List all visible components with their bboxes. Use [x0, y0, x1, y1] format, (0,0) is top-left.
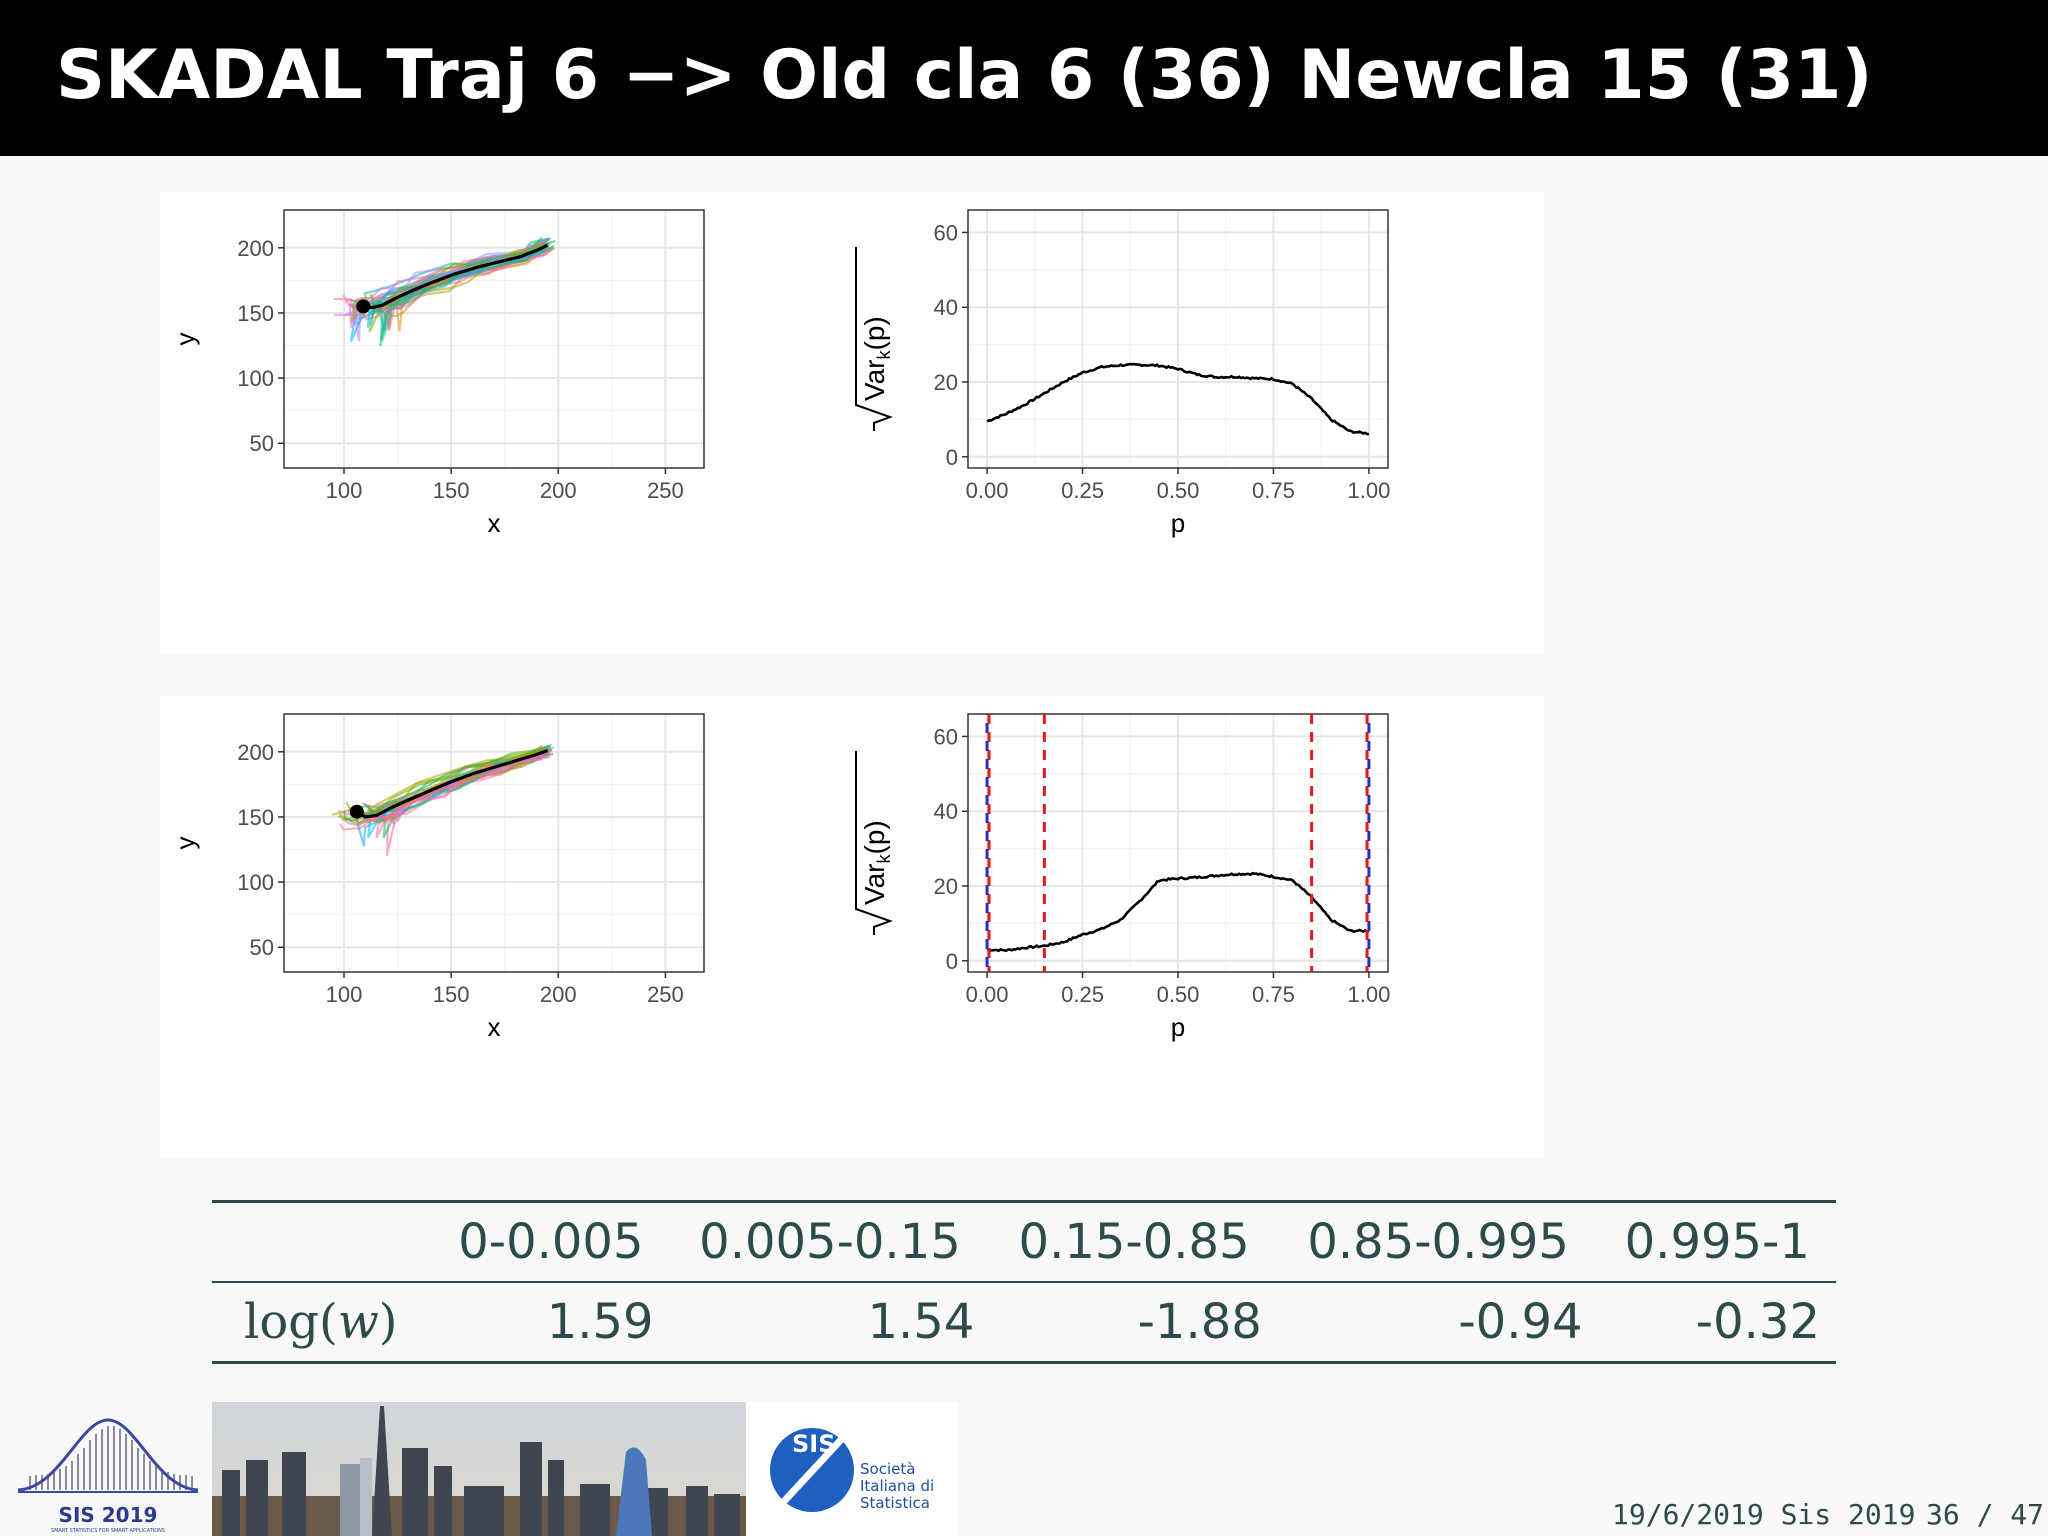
x-tick-label: 0.75: [1252, 982, 1295, 1007]
sis-logo: SIS Società Italiana di Statistica: [746, 1402, 958, 1536]
table-header-cell: [212, 1202, 432, 1283]
x-tick-label: 0.25: [1061, 478, 1104, 503]
x-tick-label: 1.00: [1347, 982, 1390, 1007]
y-axis-label-text: Vark(p): [859, 316, 894, 401]
table-cell: -1.88: [1137, 1294, 1262, 1350]
milan-skyline-photo: [212, 1402, 746, 1536]
title-bar: SKADAL Traj 6 −> Old cla 6 (36) Newcla 1…: [0, 0, 2048, 156]
variance-line: [986, 362, 1370, 436]
sis2019-logo: SIS 2019 SMART STATISTICS FOR SMART APPL…: [17, 1418, 199, 1534]
mean-trajectory-line: [356, 748, 549, 819]
x-axis-label: x: [488, 508, 501, 538]
table-cell: 1.54: [867, 1294, 975, 1350]
x-tick-label: 150: [433, 982, 470, 1007]
x-tick-label: 0.50: [1157, 982, 1200, 1007]
footer-logos: SIS 2019 SMART STATISTICS FOR SMART APPL…: [17, 1402, 958, 1536]
x-axis-label: p: [1171, 508, 1185, 538]
x-tick-label: 100: [326, 478, 363, 503]
x-axis-label: x: [488, 1012, 501, 1042]
start-point: [356, 299, 371, 314]
x-tick-label: 1.00: [1347, 478, 1390, 503]
sis-name-line: Statistica: [860, 1494, 930, 1512]
y-tick-label: 60: [934, 220, 958, 245]
table-cell: -0.32: [1695, 1294, 1820, 1350]
table-header-row: 0-0.005 0.005-0.15 0.15-0.85 0.85-0.995 …: [212, 1201, 1836, 1283]
mean-trajectory-line: [363, 243, 549, 310]
plot-border: [967, 713, 1389, 973]
plot-border: [283, 713, 705, 973]
y-tick-label: 50: [250, 935, 274, 960]
y-tick-label: 0: [946, 445, 958, 470]
trajectory-chart-bottom: 100 150 200 250 50 100 150 200 x y: [170, 713, 705, 1042]
trajectory-chart-top: 100 150 200 250 50 100 150 200 x y: [170, 209, 705, 538]
x-tick-label: 0.75: [1252, 478, 1295, 503]
x-tick-label: 0.50: [1157, 478, 1200, 503]
sis2019-tagline: SMART STATISTICS FOR SMART APPLICATIONS: [51, 1528, 165, 1534]
y-tick-label: 200: [237, 740, 274, 765]
y-tick-label: 50: [250, 431, 274, 456]
plot-panel-top: 100 150 200 250 50 100 150 200 x y 0.00 0.25 0.50 0.…: [160, 192, 1544, 654]
table-header-cell: 0.995-1: [1624, 1214, 1810, 1270]
variance-chart-bottom: 0.00 0.25 0.50 0.75 1.00 0 20 40 60 p Vark(p): [855, 713, 1390, 1042]
y-axis-label: y: [170, 837, 200, 850]
table-cell: 1.59: [546, 1294, 654, 1350]
start-point: [349, 804, 364, 819]
x-tick-label: 0.25: [1061, 982, 1104, 1007]
weights-table: 0-0.005 0.005-0.15 0.15-0.85 0.85-0.995 …: [212, 1200, 1836, 1364]
x-tick-label: 200: [540, 982, 577, 1007]
row-label-logw: log(w): [244, 1294, 398, 1350]
variance-line: [987, 871, 1369, 953]
plot-area: [284, 714, 704, 972]
y-tick-label: 40: [934, 799, 958, 824]
math-w: w: [337, 1294, 379, 1350]
table-header-cell: 0.85-0.995: [1307, 1214, 1569, 1270]
y-tick-label: 40: [934, 295, 958, 320]
sis-name-line: Italiana di: [860, 1477, 934, 1495]
x-tick-label: 250: [647, 478, 684, 503]
y-tick-label: 0: [946, 949, 958, 974]
table-header-cell: 0-0.005: [458, 1214, 644, 1270]
sis-logo-text: SIS: [792, 1430, 836, 1458]
x-axis-label: p: [1171, 1012, 1185, 1042]
trajectory-line: [337, 748, 553, 822]
page-number: 36 / 47: [1926, 1498, 2045, 1531]
y-tick-label: 150: [237, 301, 274, 326]
sis2019-logo-text: SIS 2019: [59, 1503, 158, 1527]
y-axis-label-text: Vark(p): [859, 820, 894, 905]
y-axis-label: Vark(p): [855, 247, 894, 431]
y-tick-label: 150: [237, 805, 274, 830]
y-tick-label: 200: [237, 236, 274, 261]
sqrt-icon: [855, 247, 893, 431]
slide-title: SKADAL Traj 6 −> Old cla 6 (36) Newcla 1…: [56, 36, 1873, 115]
plot-border: [283, 209, 705, 469]
y-tick-label: 60: [934, 724, 958, 749]
y-tick-label: 20: [934, 874, 958, 899]
sqrt-icon: [855, 751, 893, 935]
y-tick-label: 100: [237, 870, 274, 895]
sis-name-line: Società: [860, 1460, 915, 1478]
y-axis-label: Vark(p): [855, 751, 894, 935]
table-row: log(w) 1.59 1.54 -1.88 -0.94 -0.32: [212, 1282, 1836, 1363]
trajectory-line: [341, 754, 550, 824]
table-header-cell: 0.005-0.15: [699, 1214, 961, 1270]
y-tick-label: 20: [934, 370, 958, 395]
y-axis-label: y: [170, 333, 200, 346]
x-tick-label: 250: [647, 982, 684, 1007]
bell-curve-icon: [17, 1418, 199, 1492]
y-tick-label: 100: [237, 366, 274, 391]
x-tick-label: 200: [540, 478, 577, 503]
x-tick-label: 0.00: [966, 478, 1009, 503]
table-cell: -0.94: [1458, 1294, 1583, 1350]
x-tick-label: 100: [326, 982, 363, 1007]
plot-border: [967, 209, 1389, 469]
table-header-cell: 0.15-0.85: [1018, 1214, 1250, 1270]
footer-date: 19/6/2019 Sis 2019: [1612, 1498, 1916, 1531]
plot-panel-bottom: 100 150 200 250 50 100 150 200 x y 0.00 0.25 0.50 0.…: [160, 696, 1544, 1158]
variance-chart-top: 0.00 0.25 0.50 0.75 1.00 0 20 40 60 p Vark(p): [855, 209, 1390, 538]
x-tick-label: 150: [433, 478, 470, 503]
x-tick-label: 0.00: [966, 982, 1009, 1007]
